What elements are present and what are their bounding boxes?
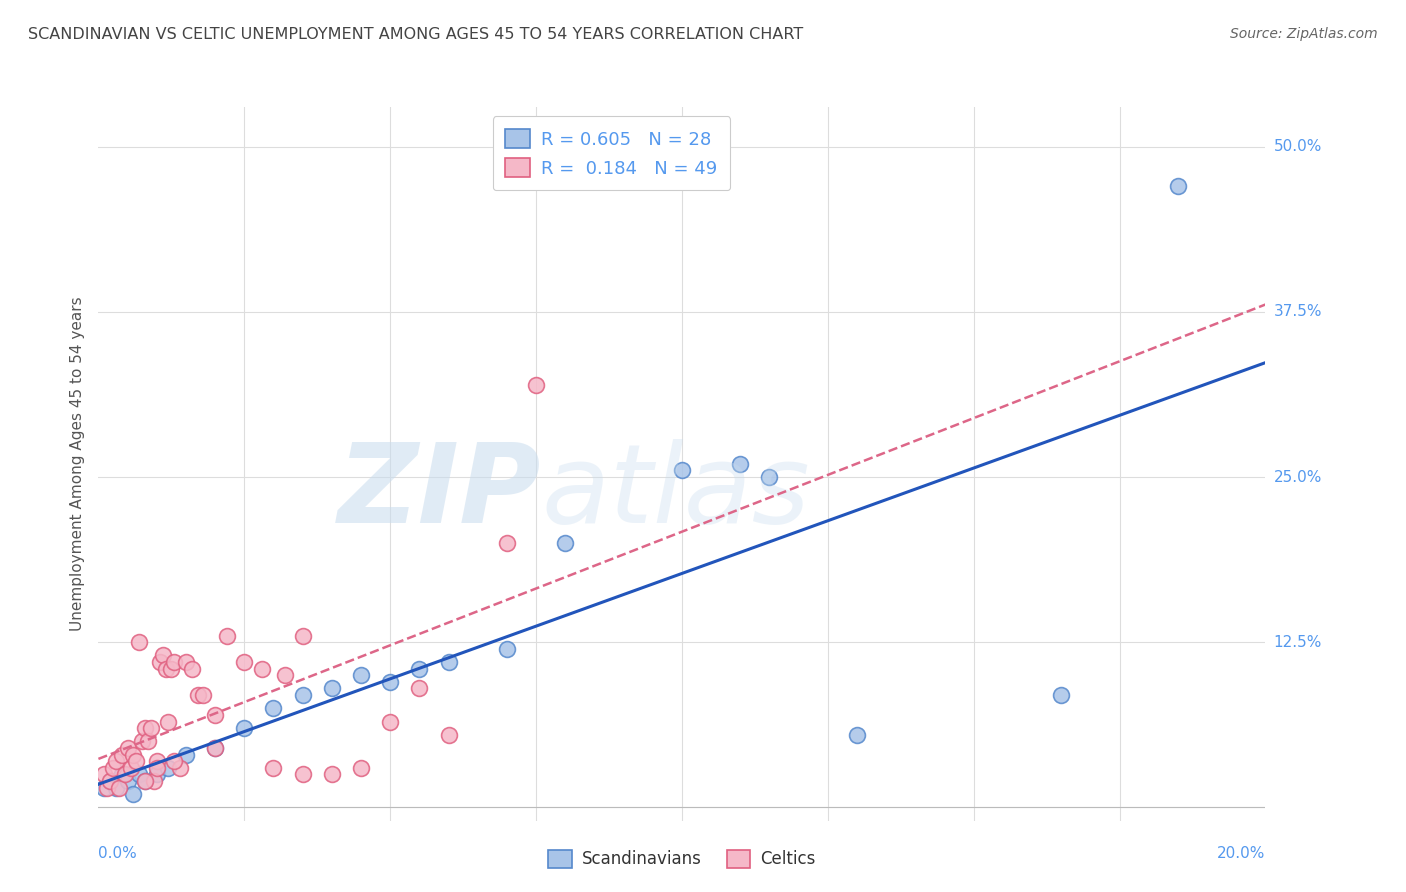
Point [758,470,780,484]
Point [128,767,150,781]
Point [134,774,156,789]
Point [96,780,118,795]
Point [262,701,284,715]
Point [250,662,273,676]
Point [117,774,139,789]
Point [169,761,191,775]
Point [104,780,127,795]
Point [1050,688,1073,702]
Point [180,662,202,676]
Point [174,655,197,669]
Point [408,662,430,676]
Point [146,761,169,775]
Y-axis label: Unemployment Among Ages 45 to 54 years: Unemployment Among Ages 45 to 54 years [69,296,84,632]
Point [104,754,127,768]
Point [730,457,752,471]
Point [134,721,156,735]
Point [93,780,115,795]
Point [174,747,197,762]
Point [204,741,226,756]
Point [157,714,180,729]
Point [152,648,174,663]
Point [160,662,183,676]
Point [321,767,343,781]
Point [146,767,169,781]
Point [1167,179,1189,194]
Point [187,688,209,702]
Text: Source: ZipAtlas.com: Source: ZipAtlas.com [1230,27,1378,41]
Point [233,721,256,735]
Point [157,761,180,775]
Point [350,761,373,775]
Point [524,377,547,392]
Point [291,767,314,781]
Point [204,741,226,756]
Text: 25.0%: 25.0% [1274,469,1322,484]
Point [136,734,159,748]
Text: ZIP: ZIP [339,439,541,546]
Point [131,734,153,748]
Point [128,635,150,649]
Point [350,668,373,682]
Legend: Scandinavians, Celtics: Scandinavians, Celtics [540,841,824,877]
Point [437,655,460,669]
Point [291,629,314,643]
Point [149,655,172,669]
Point [108,780,131,795]
Text: 20.0%: 20.0% [1218,846,1265,861]
Point [495,536,517,550]
Point [215,629,238,643]
Point [262,761,284,775]
Point [111,747,134,762]
Point [101,761,124,775]
Point [408,681,430,696]
Point [117,741,139,756]
Point [378,714,402,729]
Point [155,662,177,676]
Point [139,721,162,735]
Point [125,754,148,768]
Text: 12.5%: 12.5% [1274,635,1322,649]
Point [146,754,169,768]
Point [233,655,256,669]
Point [98,774,121,789]
Point [134,774,156,789]
Point [274,668,297,682]
Point [495,641,517,656]
Point [321,681,343,696]
Point [114,767,136,781]
Point [378,674,402,689]
Point [291,688,314,702]
Point [845,728,868,742]
Point [437,728,460,742]
Point [163,655,186,669]
Point [142,774,165,789]
Point [122,747,145,762]
Text: SCANDINAVIAN VS CELTIC UNEMPLOYMENT AMONG AGES 45 TO 54 YEARS CORRELATION CHART: SCANDINAVIAN VS CELTIC UNEMPLOYMENT AMON… [28,27,803,42]
Point [93,767,115,781]
Point [671,463,693,477]
Point [193,688,215,702]
Point [111,767,134,781]
Point [163,754,186,768]
Point [98,774,121,789]
Text: 0.0%: 0.0% [98,846,138,861]
Text: 50.0%: 50.0% [1274,139,1322,154]
Point [120,761,142,775]
Text: 37.5%: 37.5% [1274,304,1322,319]
Point [204,707,226,722]
Point [122,787,145,801]
Point [554,536,576,550]
Text: atlas: atlas [541,439,810,546]
